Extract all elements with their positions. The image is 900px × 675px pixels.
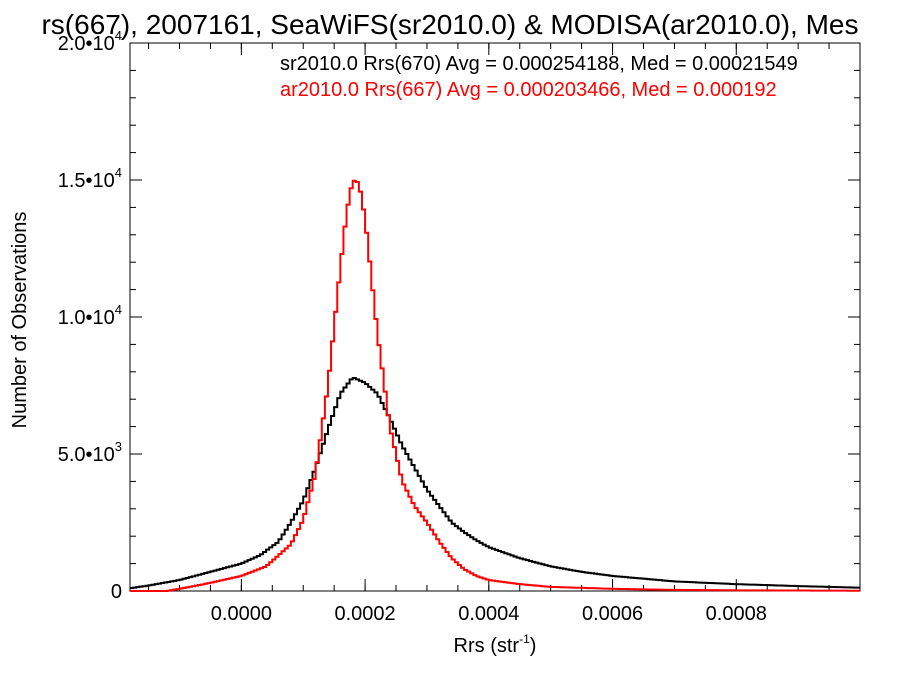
x-tick-label: 0.0006 — [582, 603, 643, 625]
legend: sr2010.0 Rrs(670) Avg = 0.000254188, Med… — [280, 53, 798, 101]
plot-frame — [129, 42, 861, 592]
plot-area: 0.0000 0.0002 0.0004 0.0006 0.0008 0 5.0•103 1.… — [58, 28, 861, 625]
chart-title: rs(667), 2007161, SeaWiFS(sr2010.0) & MO… — [41, 9, 858, 40]
series-line-ar — [130, 179, 860, 592]
x-tick-label: 0.0002 — [334, 603, 395, 625]
x-tick-label: 0.0008 — [706, 603, 767, 625]
y-tick-label: 1.0•104 — [58, 302, 122, 329]
y-tick-label: 2.0•104 — [58, 28, 122, 55]
legend-entry-sr: sr2010.0 Rrs(670) Avg = 0.000254188, Med… — [280, 53, 798, 75]
series-line-sr — [130, 376, 860, 590]
legend-entry-ar: ar2010.0 Rrs(667) Avg = 0.000203466, Med… — [280, 79, 777, 101]
y-axis-label: Number of Observations — [9, 212, 31, 429]
y-tick-label: 0 — [111, 581, 122, 603]
x-tick-label: 0.0000 — [211, 603, 272, 625]
y-tick-label: 5.0•103 — [58, 439, 122, 466]
y-tick-label: 1.5•104 — [58, 165, 122, 192]
x-axis-label: Rrs (str-1) — [454, 632, 537, 657]
x-tick-label: 0.0004 — [458, 603, 519, 625]
